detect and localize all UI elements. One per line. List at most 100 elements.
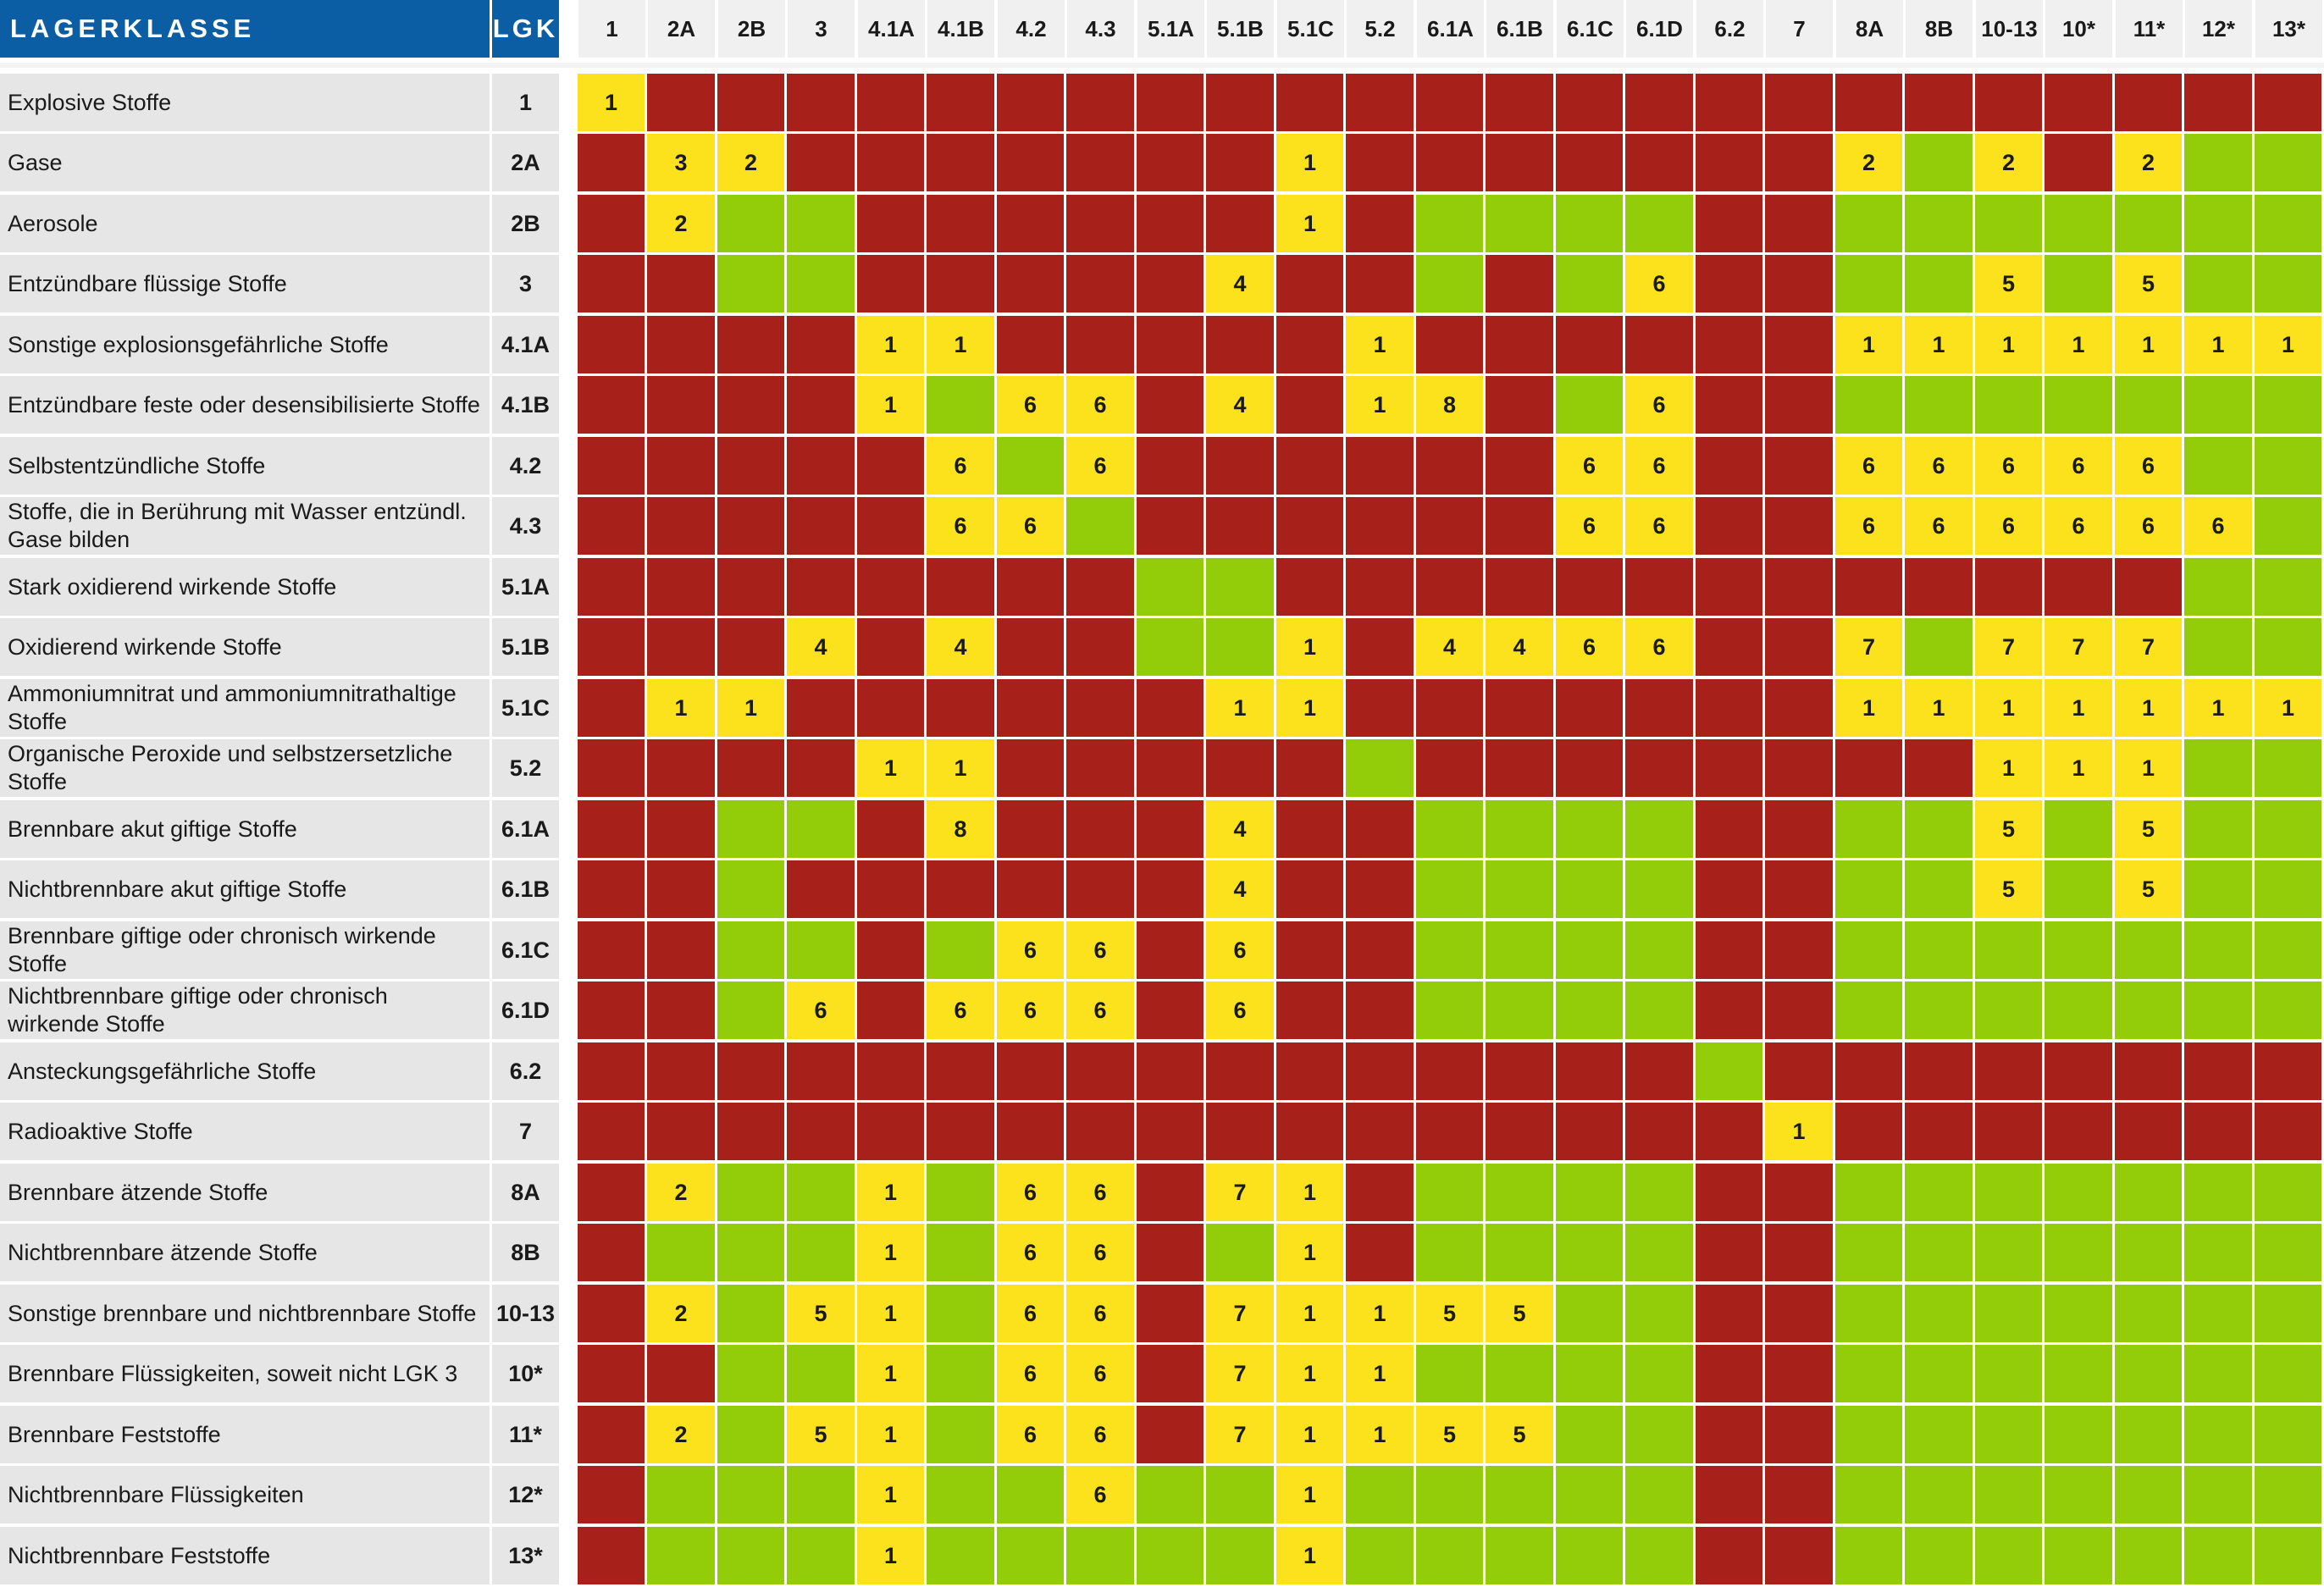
row-code: 10-13 <box>492 1285 559 1342</box>
matrix-cell <box>1137 1345 1204 1402</box>
matrix-cell <box>1206 74 1274 131</box>
matrix-cell <box>787 739 855 797</box>
matrix-cell: 6 <box>1556 497 1623 555</box>
matrix-cell: 1 <box>1346 1345 1414 1402</box>
matrix-cell <box>1556 800 1623 858</box>
column-header-1: 1 <box>578 0 645 58</box>
matrix-cell: 6 <box>927 497 994 555</box>
matrix-cell: 1 <box>1276 1527 1343 1584</box>
matrix-cell <box>1486 1042 1553 1100</box>
matrix-cell <box>1416 1164 1483 1221</box>
matrix-cell <box>717 376 784 434</box>
column-header-12-: 12* <box>2185 0 2252 58</box>
matrix-cell: 6 <box>997 376 1064 434</box>
matrix-cell <box>997 1527 1064 1584</box>
matrix-cell <box>2184 1466 2252 1523</box>
matrix-cell <box>1137 921 1204 979</box>
matrix-cell <box>1556 1527 1623 1584</box>
matrix-cell <box>2045 921 2112 979</box>
matrix-cell <box>1137 316 1204 373</box>
matrix-cell <box>578 255 645 312</box>
row-label: Explosive Stoffe <box>0 74 490 131</box>
matrix-cell <box>717 74 784 131</box>
column-header-4-1b: 4.1B <box>927 0 994 58</box>
matrix-cell <box>997 74 1064 131</box>
matrix-cell: 1 <box>2184 679 2252 737</box>
matrix-cell <box>1346 982 1414 1039</box>
matrix-cell: 2 <box>1835 134 1902 191</box>
matrix-cell <box>1696 1406 1762 1463</box>
matrix-cell <box>1975 1164 2042 1221</box>
matrix-cell <box>2255 437 2321 495</box>
matrix-cell: 5 <box>787 1406 855 1463</box>
column-header-4-2: 4.2 <box>998 0 1065 58</box>
matrix-cell <box>1137 497 1204 555</box>
matrix-cell <box>1556 558 1623 616</box>
matrix-cell: 1 <box>1346 1285 1414 1342</box>
matrix-cell <box>1486 376 1553 434</box>
matrix-cell <box>1975 558 2042 616</box>
matrix-cell <box>1835 921 1902 979</box>
matrix-cell <box>1625 558 1693 616</box>
matrix-cell: 1 <box>1975 316 2042 373</box>
matrix-cell <box>1137 1103 1204 1160</box>
matrix-cell <box>1486 1527 1553 1584</box>
matrix-cell <box>1206 1103 1274 1160</box>
matrix-cell <box>1696 134 1762 191</box>
matrix-cell: 6 <box>2115 437 2182 495</box>
matrix-cell <box>1066 558 1134 616</box>
matrix-cell <box>1835 74 1902 131</box>
matrix-cell <box>2255 255 2321 312</box>
matrix-cell <box>1416 195 1483 252</box>
matrix-cell <box>647 376 715 434</box>
matrix-cell: 1 <box>1835 316 1902 373</box>
matrix-cell <box>1625 1466 1693 1523</box>
matrix-cell <box>1066 195 1134 252</box>
matrix-cell <box>1765 800 1833 858</box>
matrix-cell <box>2184 1164 2252 1221</box>
matrix-cell <box>1905 921 1973 979</box>
matrix-cell <box>578 618 645 676</box>
matrix-cell <box>1346 134 1414 191</box>
matrix-cell <box>2045 1285 2112 1342</box>
matrix-cell <box>2045 800 2112 858</box>
matrix-cell <box>578 1224 645 1281</box>
matrix-cell: 6 <box>2045 497 2112 555</box>
matrix-cell <box>997 679 1064 737</box>
matrix-cell <box>997 195 1064 252</box>
matrix-cell <box>1556 195 1623 252</box>
matrix-cell: 4 <box>1206 860 1274 918</box>
column-header-5-1a: 5.1A <box>1137 0 1204 58</box>
matrix-cell <box>787 860 855 918</box>
matrix-cell <box>1835 1527 1902 1584</box>
matrix-cell <box>1137 1042 1204 1100</box>
matrix-cell <box>857 74 924 131</box>
matrix-cell <box>1835 800 1902 858</box>
matrix-cell: 6 <box>1206 982 1274 1039</box>
matrix-cell <box>1765 558 1833 616</box>
matrix-cell: 6 <box>1625 497 1693 555</box>
matrix-cell <box>1486 437 1553 495</box>
matrix-cell <box>1835 1164 1902 1221</box>
matrix-cell <box>2045 255 2112 312</box>
matrix-cell <box>997 739 1064 797</box>
matrix-cell <box>1346 497 1414 555</box>
matrix-cell <box>1835 982 1902 1039</box>
matrix-cell <box>2255 1164 2321 1221</box>
row-label: Entzündbare flüssige Stoffe <box>0 255 490 312</box>
matrix-cell <box>1765 860 1833 918</box>
matrix-cell <box>1137 1164 1204 1221</box>
matrix-cell <box>1765 437 1833 495</box>
matrix-cell: 1 <box>1346 1406 1414 1463</box>
matrix-cell: 5 <box>1486 1285 1553 1342</box>
matrix-cell <box>2115 74 2182 131</box>
matrix-cell <box>1625 860 1693 918</box>
row-label: Nichtbrennbare akut giftige Stoffe <box>0 860 490 918</box>
matrix-cell <box>1765 497 1833 555</box>
matrix-cell <box>1835 195 1902 252</box>
matrix-cell <box>857 255 924 312</box>
matrix-cell <box>717 1224 784 1281</box>
matrix-cell: 1 <box>857 1224 924 1281</box>
matrix-cell <box>1625 1345 1693 1402</box>
matrix-cell: 1 <box>2045 679 2112 737</box>
